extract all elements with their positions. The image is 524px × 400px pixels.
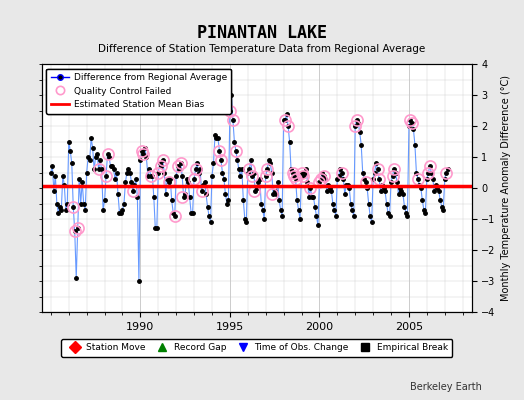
Y-axis label: Monthly Temperature Anomaly Difference (°C): Monthly Temperature Anomaly Difference (… bbox=[501, 75, 511, 301]
Legend: Difference from Regional Average, Quality Control Failed, Estimated Station Mean: Difference from Regional Average, Qualit… bbox=[47, 68, 231, 114]
Legend: Station Move, Record Gap, Time of Obs. Change, Empirical Break: Station Move, Record Gap, Time of Obs. C… bbox=[61, 339, 452, 357]
Text: Berkeley Earth: Berkeley Earth bbox=[410, 382, 482, 392]
Text: Difference of Station Temperature Data from Regional Average: Difference of Station Temperature Data f… bbox=[99, 44, 425, 54]
Text: PINANTAN LAKE: PINANTAN LAKE bbox=[197, 24, 327, 42]
